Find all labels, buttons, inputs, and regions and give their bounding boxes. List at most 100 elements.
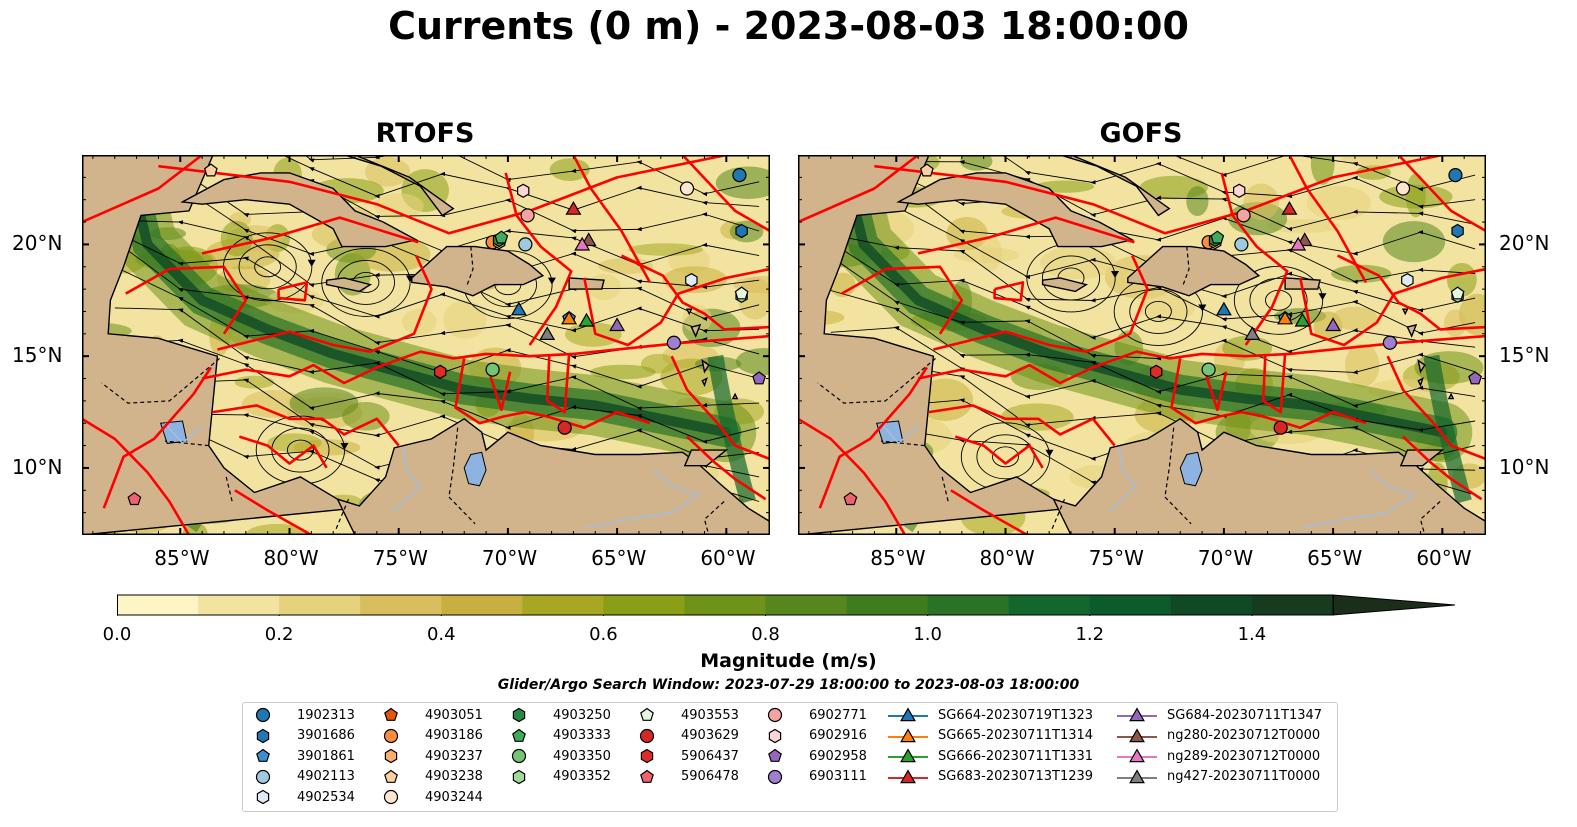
river (1300, 469, 1416, 530)
map-frame (798, 155, 1486, 535)
legend-circle-icon (511, 748, 527, 764)
marker-3901686 (1451, 223, 1464, 239)
legend-marker-icon (512, 769, 526, 784)
legend-marker-icon (640, 748, 654, 764)
legend-marker-icon (639, 728, 655, 743)
lat-tick-label-left: 15°N (12, 343, 63, 368)
marker-SG684 (609, 317, 626, 332)
marker-SG665 (561, 310, 578, 325)
legend-item: SG666-20230711T1331 (888, 746, 1093, 766)
marker-4902534 (1401, 273, 1414, 288)
marker-4903350 (1201, 362, 1216, 377)
lon-tick-label: 65°W (1307, 546, 1363, 570)
colorbar-segment (1008, 595, 1091, 615)
legend-marker-icon (384, 769, 398, 783)
marker-1902313 (732, 168, 747, 183)
country-border (334, 498, 350, 531)
legend-item: SG683-20230713T1239 (888, 767, 1093, 787)
legend-pentagon-icon (384, 769, 398, 783)
lon-tick-label: 70°W (481, 546, 538, 570)
marker-SG664 (510, 301, 527, 316)
colorbar-segment (117, 595, 199, 615)
figure-title: Currents (0 m) - 2023-08-03 18:00:00 (388, 4, 1189, 48)
marker-1902313 (1448, 168, 1463, 183)
legend-marker-icon (256, 728, 270, 743)
colorbar-tick-label: 0.2 (264, 624, 294, 645)
marker-6902771 (520, 208, 535, 223)
colorbar-segment (360, 595, 442, 615)
legend-item-label: 1902313 (297, 707, 355, 723)
marker-SG683 (565, 201, 582, 215)
legend-line-triangle-icon (1117, 768, 1157, 783)
legend-hexagon-icon (256, 728, 270, 743)
country-border (225, 476, 234, 504)
legend-triangle-icon (900, 768, 916, 783)
colorbar-segment (1251, 595, 1334, 615)
marker-6902958 (1468, 371, 1483, 385)
country-border (1181, 246, 1190, 288)
lat-tick-label-left: 20°N (12, 231, 63, 256)
legend-item: 6903111 (765, 767, 867, 787)
colorbar-segment (441, 595, 523, 615)
legend-hexagon-icon (512, 707, 526, 723)
legend-item-label: 4903250 (553, 707, 611, 723)
colorbar-segment (198, 595, 280, 615)
legend-item-label: SG684-20230711T1347 (1167, 707, 1323, 723)
lon-tick-label: 85°W (154, 546, 210, 570)
legend-item-label: ng427-20230711T0000 (1167, 769, 1321, 784)
legend-marker-icon (512, 728, 526, 742)
legend-pentagon-icon (384, 707, 398, 721)
colorbar-label: Magnitude (m/s) (700, 650, 877, 672)
marker-4903238 (919, 163, 934, 177)
legend-hexagon-icon (512, 769, 526, 784)
marker-4903244 (1395, 181, 1411, 196)
legend-line-triangle-icon (888, 768, 928, 783)
country-border (941, 476, 950, 504)
legend-marker-icon (256, 789, 270, 805)
lake (1179, 451, 1203, 487)
legend-item: 4903350 (509, 746, 611, 766)
marker-5906478 (127, 491, 142, 506)
legend-hexagon-icon (640, 748, 654, 764)
colorbar-extend-arrow (1332, 594, 1456, 616)
colorbar-tick-label: 0.8 (751, 624, 780, 645)
legend-item-label: 4903553 (681, 707, 739, 723)
colorbar-tick-label: 1.0 (913, 624, 942, 645)
marker-SG664 (1215, 301, 1232, 316)
colorbar-segment (279, 595, 361, 615)
legend-item: 4903244 (381, 787, 483, 807)
colorbar-segment (1089, 595, 1172, 615)
marker-4903333 (1210, 230, 1225, 244)
marker-4903350 (485, 362, 500, 377)
legend-item-label: 4903237 (425, 748, 483, 764)
colorbar-tick-label: 1.2 (1075, 624, 1105, 645)
marker-4903553 (1450, 286, 1465, 300)
search-window-text: Glider/Argo Search Window: 2023-07-29 18… (497, 677, 1080, 693)
legend-marker-icon (640, 769, 654, 783)
marker-ng289 (574, 236, 591, 251)
legend-line-triangle-icon (1117, 748, 1157, 763)
lon-tick-label: 70°W (1197, 546, 1254, 570)
legend-item: 4903051 (381, 705, 483, 725)
colorbar-tick-label: 1.4 (1237, 624, 1267, 645)
marker-4903553 (734, 286, 749, 300)
marker-4903629 (1273, 420, 1288, 435)
map-panel-rtofs (82, 155, 770, 535)
legend-item: SG664-20230719T1323 (888, 705, 1093, 725)
legend-marker-icon (256, 748, 270, 762)
colorbar-segment (765, 595, 848, 615)
river (584, 469, 700, 530)
lon-tick-label: 85°W (870, 546, 926, 570)
legend-item-label: 4902534 (297, 789, 355, 805)
lon-tick-label: 75°W (1088, 546, 1144, 570)
legend-item: 4903553 (637, 705, 739, 725)
legend-pentagon-icon (640, 769, 654, 783)
legend-circle-icon (383, 728, 399, 743)
legend-item-label: SG665-20230711T1314 (938, 728, 1094, 743)
lat-tick-label-right: 20°N (1499, 231, 1550, 256)
legend-item-label: 6902916 (809, 728, 867, 743)
legend-hexagon-icon (768, 728, 782, 743)
legend-item: 1902313 (253, 705, 355, 725)
legend-item: 4903333 (509, 726, 611, 746)
legend-pentagon-icon (640, 707, 654, 721)
